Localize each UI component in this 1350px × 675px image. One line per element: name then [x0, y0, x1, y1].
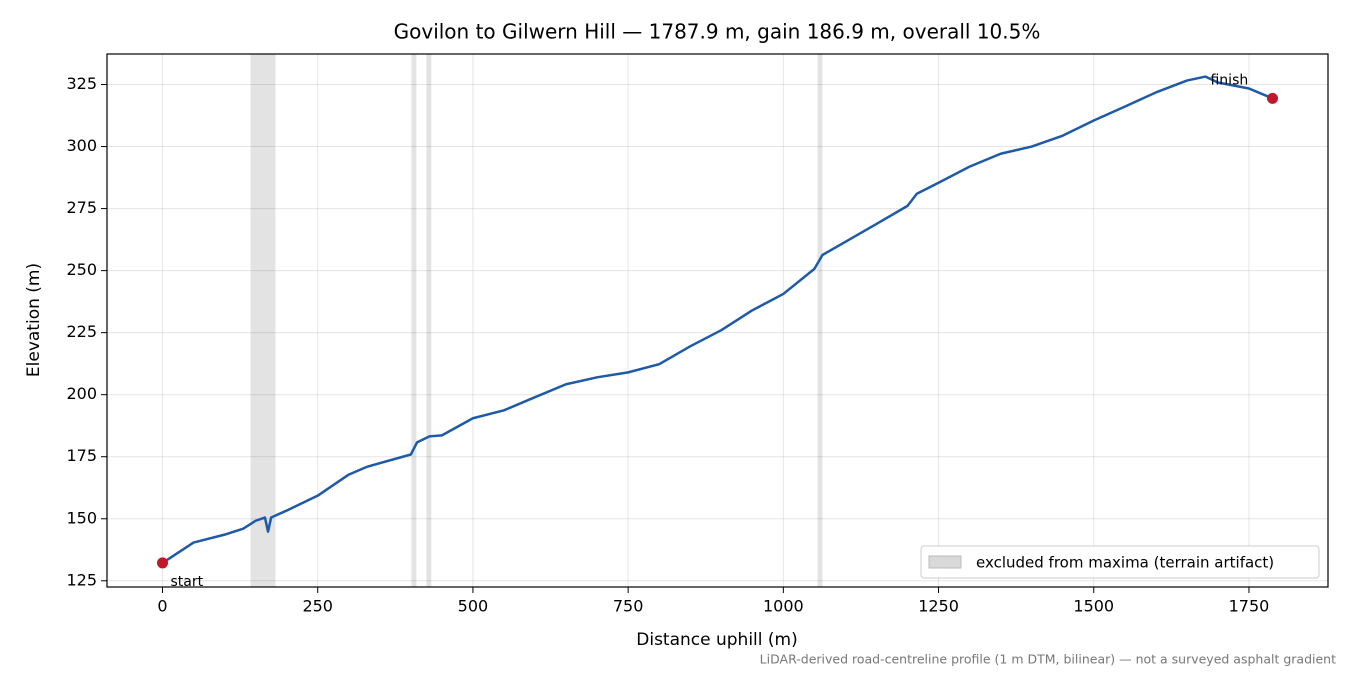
x-tick-label: 1250 [918, 597, 959, 616]
annotation: start [171, 574, 204, 590]
y-tick-label: 125 [66, 570, 97, 589]
y-tick-label: 275 [66, 198, 97, 217]
annotation: finish [1210, 72, 1248, 88]
legend-box [920, 545, 1320, 579]
y-tick-label: 175 [66, 446, 97, 465]
x-tick-label: 750 [613, 597, 644, 616]
y-tick-label: 225 [66, 322, 97, 341]
y-tick-label: 325 [66, 74, 97, 93]
y-tick-label: 300 [66, 136, 97, 155]
x-tick-label: 1750 [1229, 597, 1270, 616]
footnote: LiDAR-derived road-centreline profile (1… [760, 652, 1336, 667]
endpoint-marker [157, 557, 169, 569]
excluded-span [426, 54, 432, 587]
y-axis-label: Elevation (m) [24, 263, 44, 377]
x-axis-label: Distance uphill (m) [636, 630, 797, 650]
x-tick-label: 250 [302, 597, 333, 616]
plot-frame [106, 53, 1329, 588]
x-tick-label: 500 [458, 597, 489, 616]
excluded-span [411, 54, 417, 587]
y-tick-label: 200 [66, 384, 97, 403]
legend-label: excluded from maxima (terrain artifact) [976, 554, 1274, 572]
legend-swatch [928, 555, 962, 569]
endpoint-marker [1266, 92, 1278, 104]
y-tick-label: 250 [66, 260, 97, 279]
elevation-line [161, 75, 1273, 564]
y-tick-label: 150 [66, 508, 97, 527]
x-tick-label: 1000 [763, 597, 804, 616]
legend: excluded from maxima (terrain artifact) [920, 545, 1320, 579]
x-tick-label: 1500 [1073, 597, 1114, 616]
x-tick-label: 0 [157, 597, 167, 616]
chart-title: Govilon to Gilwern Hill — 1787.9 m, gain… [394, 20, 1041, 44]
excluded-span [817, 54, 823, 587]
excluded-span [250, 54, 276, 587]
